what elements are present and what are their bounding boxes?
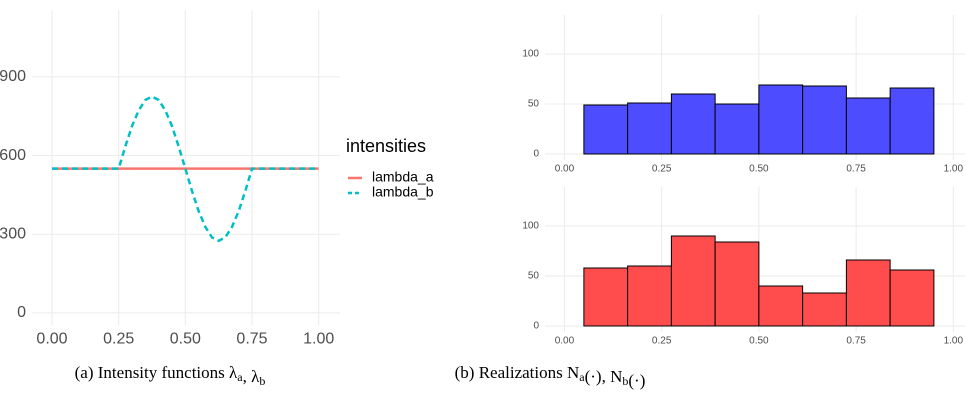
y-tick-label: 50 <box>528 271 540 282</box>
y-tick-label: 0 <box>533 149 539 160</box>
y-tick-label: 900 <box>0 68 26 85</box>
x-tick-label: 0.25 <box>652 336 672 347</box>
caption-subscript: b <box>622 374 628 388</box>
x-tick-label: 1.00 <box>944 164 964 175</box>
bar <box>889 269 935 327</box>
caption-subscript: a <box>237 370 243 384</box>
caption-text: (·) <box>628 371 645 390</box>
bar <box>583 267 629 327</box>
bar <box>845 259 891 327</box>
legend-title: intensities <box>346 136 426 156</box>
y-tick-label: 300 <box>0 225 26 242</box>
x-tick-label: 1.00 <box>944 336 964 347</box>
x-tick-label: 0.75 <box>846 336 866 347</box>
x-tick-label: 0.25 <box>652 164 672 175</box>
caption-text: (a) Intensity functions λ <box>75 363 238 382</box>
x-tick-label: 0.00 <box>36 331 67 348</box>
x-tick-label: 0.75 <box>846 164 866 175</box>
x-tick-label: 0.00 <box>555 164 575 175</box>
caption-text: (b) Realizations N <box>455 363 580 382</box>
y-tick-label: 600 <box>0 147 26 164</box>
caption: (a) Intensity functions λa, λb <box>75 363 266 388</box>
legend-label: lambda_b <box>372 184 434 200</box>
y-tick-label: 0 <box>533 321 539 332</box>
bar <box>758 84 804 155</box>
bar <box>714 103 760 155</box>
x-tick-label: 0.50 <box>749 164 769 175</box>
bar <box>670 235 716 327</box>
caption-subscript: a <box>579 370 585 384</box>
bar <box>627 102 672 155</box>
bar <box>802 85 847 155</box>
x-tick-label: 1.00 <box>303 331 334 348</box>
x-tick-label: 0.00 <box>555 336 575 347</box>
y-tick-label: 100 <box>522 221 539 232</box>
y-tick-label: 0 <box>17 304 26 321</box>
caption-subscript: b <box>259 374 265 388</box>
caption-text: (·), N <box>585 367 623 386</box>
x-tick-label: 0.25 <box>103 331 134 348</box>
bar <box>670 93 716 155</box>
x-tick-label: 0.50 <box>749 336 769 347</box>
caption-text: , λ <box>243 367 261 386</box>
bar <box>583 104 629 155</box>
line <box>52 95 319 243</box>
bar <box>889 87 935 155</box>
x-tick-label: 0.50 <box>170 331 201 348</box>
caption: (b) Realizations Na(·), Nb(·) <box>455 363 646 390</box>
bar <box>714 241 760 327</box>
bar <box>627 265 672 327</box>
y-tick-label: 50 <box>528 99 540 110</box>
y-tick-label: 100 <box>522 49 539 60</box>
bar <box>845 97 891 155</box>
bar <box>802 292 847 327</box>
legend-label: lambda_a <box>372 169 434 185</box>
bar <box>758 285 804 327</box>
x-tick-label: 0.75 <box>236 331 267 348</box>
